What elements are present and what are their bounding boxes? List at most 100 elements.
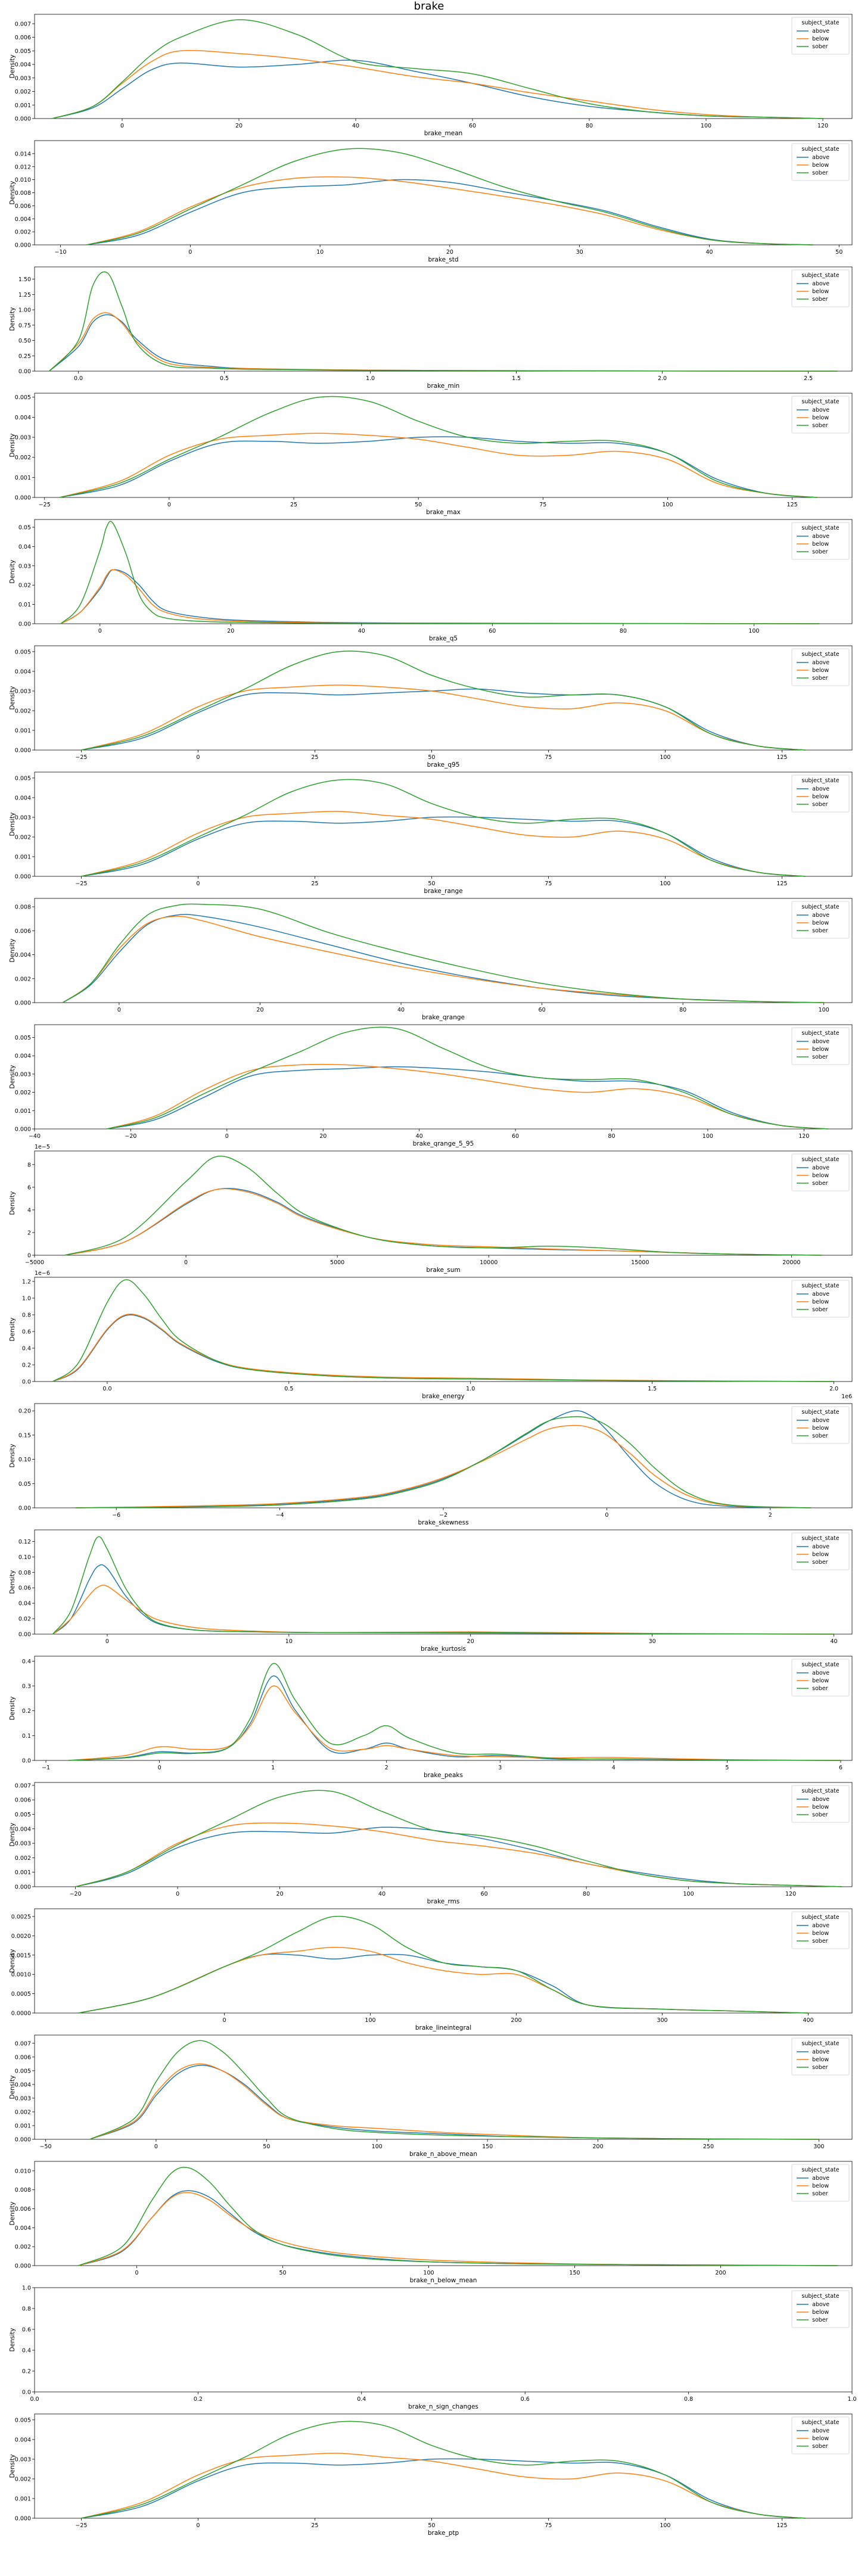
legend-label-above: above	[812, 1038, 829, 1045]
y-tick-label: 0.10	[18, 1554, 31, 1561]
subplot-brake_lineintegral: 0 100 200 300 400 0.0000 0.0005 0.0010 0.0015 0.0…	[9, 1908, 853, 2031]
x-tick-label: 4	[612, 1765, 615, 1771]
x-axis-label: brake_qrange	[422, 1014, 465, 1021]
legend-title: subject_state	[801, 1409, 839, 1415]
legend-box	[791, 143, 850, 181]
y-tick-label: 0.003	[15, 2456, 31, 2463]
subplot-brake_range: −25 0 25 50 75 100 125 0.000 0.001 0.002 0.003 0.00…	[9, 771, 853, 895]
x-tick-label: −25	[75, 2522, 87, 2529]
y-tick-label: 0.002	[15, 708, 31, 714]
x-tick-label: 30	[576, 249, 583, 256]
legend-label-below: below	[812, 794, 829, 800]
x-tick-label: 125	[776, 2522, 787, 2529]
legend-label-above: above	[812, 2428, 829, 2434]
y-tick-label: 0.007	[15, 1782, 31, 1789]
y-tick-label: 0.4	[22, 2348, 31, 2354]
legend-label-sober: sober	[812, 1685, 828, 1692]
legend-box	[791, 2416, 850, 2454]
y-axis-label: Density	[9, 181, 16, 205]
y-tick-label: 0.007	[15, 21, 31, 27]
y-tick-label: 0.000	[15, 1884, 31, 1891]
x-axis-label: brake_skewness	[418, 1519, 468, 1526]
subplot-brake_qrange_5_95: −40 −20 0 20 40 60 80 100 120 0.000 0.001 0.002 0.00…	[9, 1024, 853, 1147]
y-axis-label: Density	[9, 1444, 16, 1468]
y-tick-label: 0.0	[22, 1758, 31, 1765]
density-line-below	[59, 433, 817, 498]
y-axis-label: Density	[9, 2454, 16, 2478]
y-tick-label: 0.005	[15, 775, 31, 782]
x-tick-label: 0.8	[684, 2396, 693, 2403]
x-tick-label: −25	[39, 502, 51, 508]
density-line-above	[81, 688, 806, 751]
axes-frame	[34, 266, 853, 372]
x-tick-label: 2	[385, 1765, 388, 1771]
x-axis-label: brake_q95	[427, 761, 460, 769]
x-tick-label: 20	[235, 123, 243, 129]
x-axis-label: brake_lineintegral	[415, 2024, 471, 2031]
density-line-above	[106, 1066, 828, 1130]
x-tick-label: −10	[55, 249, 67, 256]
x-axis-label: brake_qrange_5_95	[413, 1140, 474, 1147]
x-tick-label: 0	[98, 628, 102, 634]
y-tick-label: 0.005	[15, 649, 31, 655]
y-axis-label: Density	[9, 1697, 16, 1721]
x-tick-label: 50	[428, 881, 435, 887]
legend-box	[791, 2164, 850, 2202]
x-tick-label: 75	[545, 754, 552, 761]
x-tick-label: 100	[683, 1891, 694, 1897]
y-tick-label: 0.002	[15, 455, 31, 461]
legend-box	[791, 1911, 850, 1949]
y-axis-label: Density	[9, 1065, 16, 1089]
legend-label-below: below	[812, 1804, 829, 1810]
x-tick-label: 25	[311, 2522, 318, 2529]
x-tick-label: 0	[117, 1007, 121, 1013]
density-line-above	[81, 816, 806, 877]
legend-box	[791, 901, 850, 939]
x-tick-label: 0	[158, 1765, 161, 1771]
y-tick-label: 0.004	[15, 795, 31, 801]
y-tick-label: 1.00	[18, 307, 31, 314]
x-tick-label: 20	[227, 628, 234, 634]
x-tick-label: 20	[446, 249, 453, 256]
x-tick-label: 0	[154, 2143, 158, 2150]
x-tick-label: 40	[352, 123, 359, 129]
density-line-below	[75, 1424, 812, 1508]
y-tick-label: 0.00	[18, 369, 31, 375]
density-line-sober	[52, 19, 823, 119]
axes-frame	[34, 1908, 853, 2014]
y-tick-label: 0.000	[15, 748, 31, 754]
x-tick-label: −5000	[25, 1259, 44, 1266]
legend-label-above: above	[812, 28, 829, 35]
y-tick-label: 0.006	[15, 2054, 31, 2061]
axes-frame	[34, 2413, 853, 2519]
subplot-brake_q5: 0 20 40 60 80 100 0.00 0.01 0.02 0.03 0.04 0.05 brak…	[9, 519, 853, 642]
legend-label-below: below	[812, 667, 829, 674]
y-tick-label: 0.000	[15, 2263, 31, 2270]
density-line-sober	[81, 651, 806, 751]
y-tick-label: 0.6	[22, 1329, 31, 1336]
y-axis-label: Density	[9, 686, 16, 710]
y-tick-label: 0.8	[22, 1312, 31, 1319]
y-tick-label: 0.05	[18, 524, 31, 531]
y-tick-label: 0.3	[22, 1684, 31, 1690]
x-tick-label: 1.0	[366, 375, 375, 382]
legend-label-above: above	[812, 1670, 829, 1676]
legend-title: subject_state	[801, 2040, 839, 2047]
x-tick-label: 2.0	[658, 375, 667, 382]
y-tick-label: 4	[27, 1207, 31, 1214]
x-offset-label: 1e6	[841, 1393, 852, 1400]
x-tick-label: 20	[467, 1638, 474, 1645]
legend-label-above: above	[812, 912, 829, 919]
x-tick-label: 50	[428, 2522, 435, 2529]
legend-label-below: below	[812, 1046, 829, 1053]
x-tick-label: 60	[539, 1007, 546, 1013]
axes-frame	[34, 898, 853, 1003]
y-tick-label: 0.1	[22, 1733, 31, 1740]
legend-label-below: below	[812, 2435, 829, 2442]
subplot-brake_energy: 0.0 0.5 1.0 1.5 2.0 0.0 0.2 0.4 0.6 0.8 1.0 1.2 1e−6…	[9, 1270, 853, 1400]
y-tick-label: 0.0	[22, 1379, 31, 1386]
